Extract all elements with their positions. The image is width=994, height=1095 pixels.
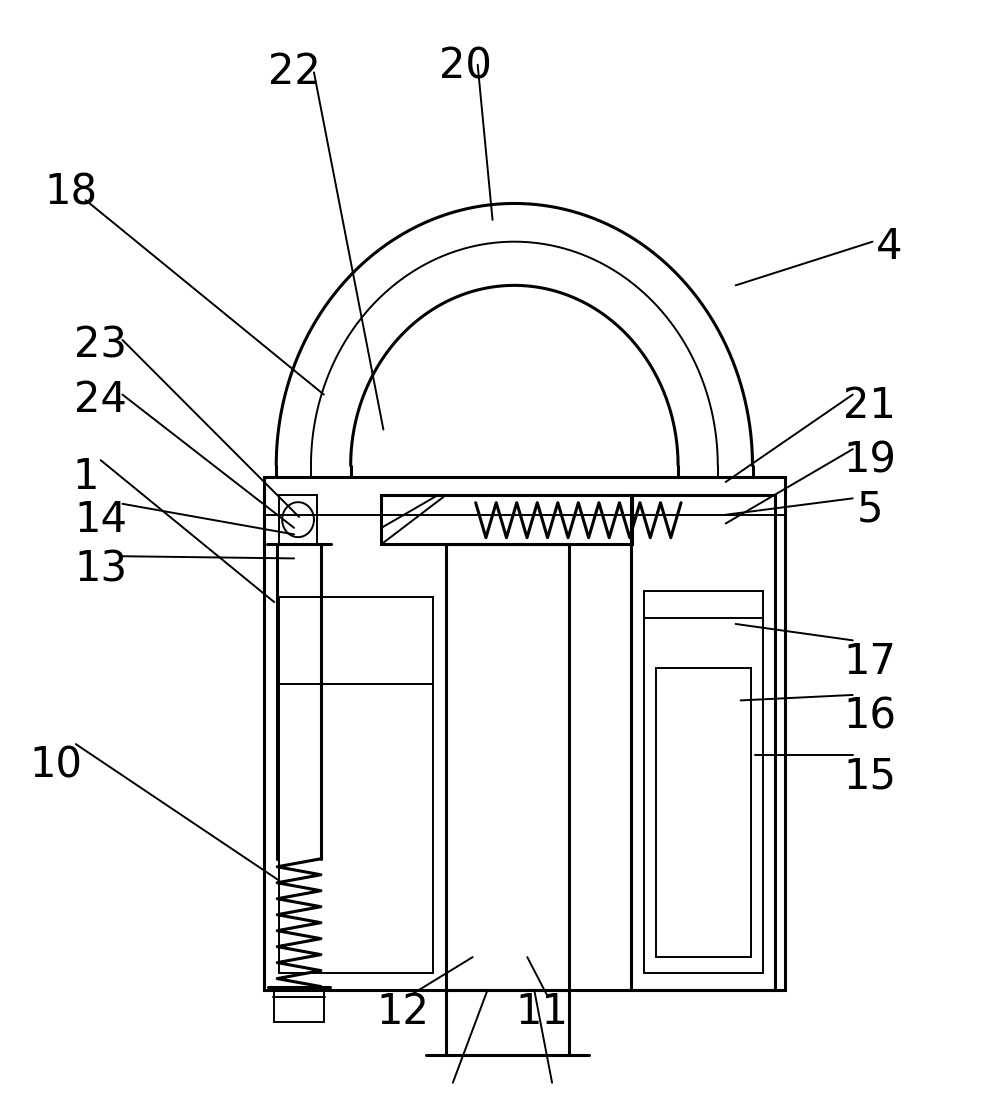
Text: 5: 5 xyxy=(856,488,882,530)
Text: 21: 21 xyxy=(842,384,896,427)
Text: 19: 19 xyxy=(842,439,896,481)
Text: 16: 16 xyxy=(842,695,896,738)
Bar xyxy=(631,495,774,990)
Bar xyxy=(656,668,749,957)
Text: 14: 14 xyxy=(74,499,127,541)
Bar xyxy=(381,495,632,544)
Text: 22: 22 xyxy=(267,51,320,93)
Bar xyxy=(279,495,317,544)
Text: 18: 18 xyxy=(45,172,97,214)
Bar xyxy=(279,597,432,973)
Bar xyxy=(644,591,762,973)
Text: 24: 24 xyxy=(75,379,127,422)
Text: 4: 4 xyxy=(876,227,902,268)
Text: 13: 13 xyxy=(74,549,127,590)
Text: 20: 20 xyxy=(439,46,492,88)
Bar xyxy=(274,989,323,1022)
Text: 1: 1 xyxy=(73,456,98,497)
Text: 17: 17 xyxy=(842,642,896,683)
Text: 11: 11 xyxy=(515,991,569,1033)
Text: 12: 12 xyxy=(377,991,429,1033)
Text: 15: 15 xyxy=(842,756,896,798)
Text: 23: 23 xyxy=(74,324,127,367)
Bar xyxy=(264,476,784,990)
Text: 10: 10 xyxy=(30,745,83,787)
Bar xyxy=(445,544,569,990)
